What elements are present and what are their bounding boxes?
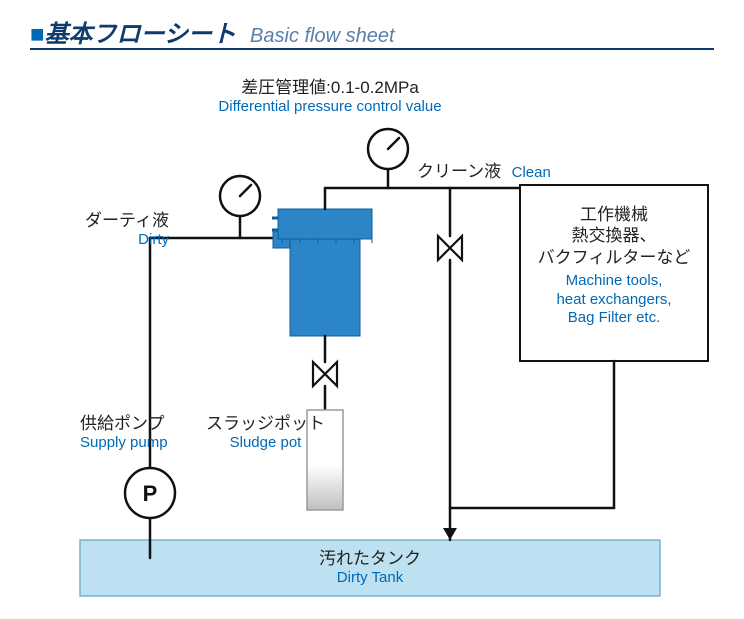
flow-sheet-diagram: ■ 基本フローシート Basic flow sheet P 差圧管理値:0.1-…	[0, 0, 744, 619]
clean-label: クリーン液 Clean	[417, 161, 551, 183]
dirty-label: ダーティ液 Dirty	[85, 210, 169, 250]
tank-label: 汚れたタンク Dirty Tank	[80, 548, 660, 588]
sludge-label: スラッジポット Sludge pot	[206, 413, 325, 453]
dirty-en: Dirty	[85, 231, 169, 250]
machine-en2: heat exchangers,	[524, 291, 704, 310]
sludge-en: Sludge pot	[206, 434, 325, 453]
clean-en: Clean	[512, 164, 551, 181]
clean-jp: クリーン液	[417, 162, 501, 181]
machine-jp1: 工作機械	[524, 204, 704, 225]
tank-jp: 汚れたタンク	[80, 548, 660, 569]
machine-en1: Machine tools,	[524, 272, 704, 291]
sludge-jp: スラッジポット	[206, 413, 325, 434]
pump-label: 供給ポンプ Supply pump	[80, 413, 168, 453]
pump-jp: 供給ポンプ	[80, 413, 168, 434]
machine-jp3: バクフィルターなど	[524, 247, 704, 268]
machine-label: 工作機械 熱交換器、 バクフィルターなど Machine tools, heat…	[524, 204, 704, 328]
machine-en3: Bag Filter etc.	[524, 309, 704, 328]
dirty-jp: ダーティ液	[85, 210, 169, 231]
machine-jp2: 熱交換器、	[524, 225, 704, 246]
diffpress-label: 差圧管理値:0.1-0.2MPa Differential pressure c…	[170, 77, 490, 117]
diffpress-en: Differential pressure control value	[170, 98, 490, 117]
svg-text:P: P	[143, 481, 158, 506]
tank-en: Dirty Tank	[80, 569, 660, 588]
pump-en: Supply pump	[80, 434, 168, 453]
diffpress-jp: 差圧管理値:0.1-0.2MPa	[170, 77, 490, 98]
